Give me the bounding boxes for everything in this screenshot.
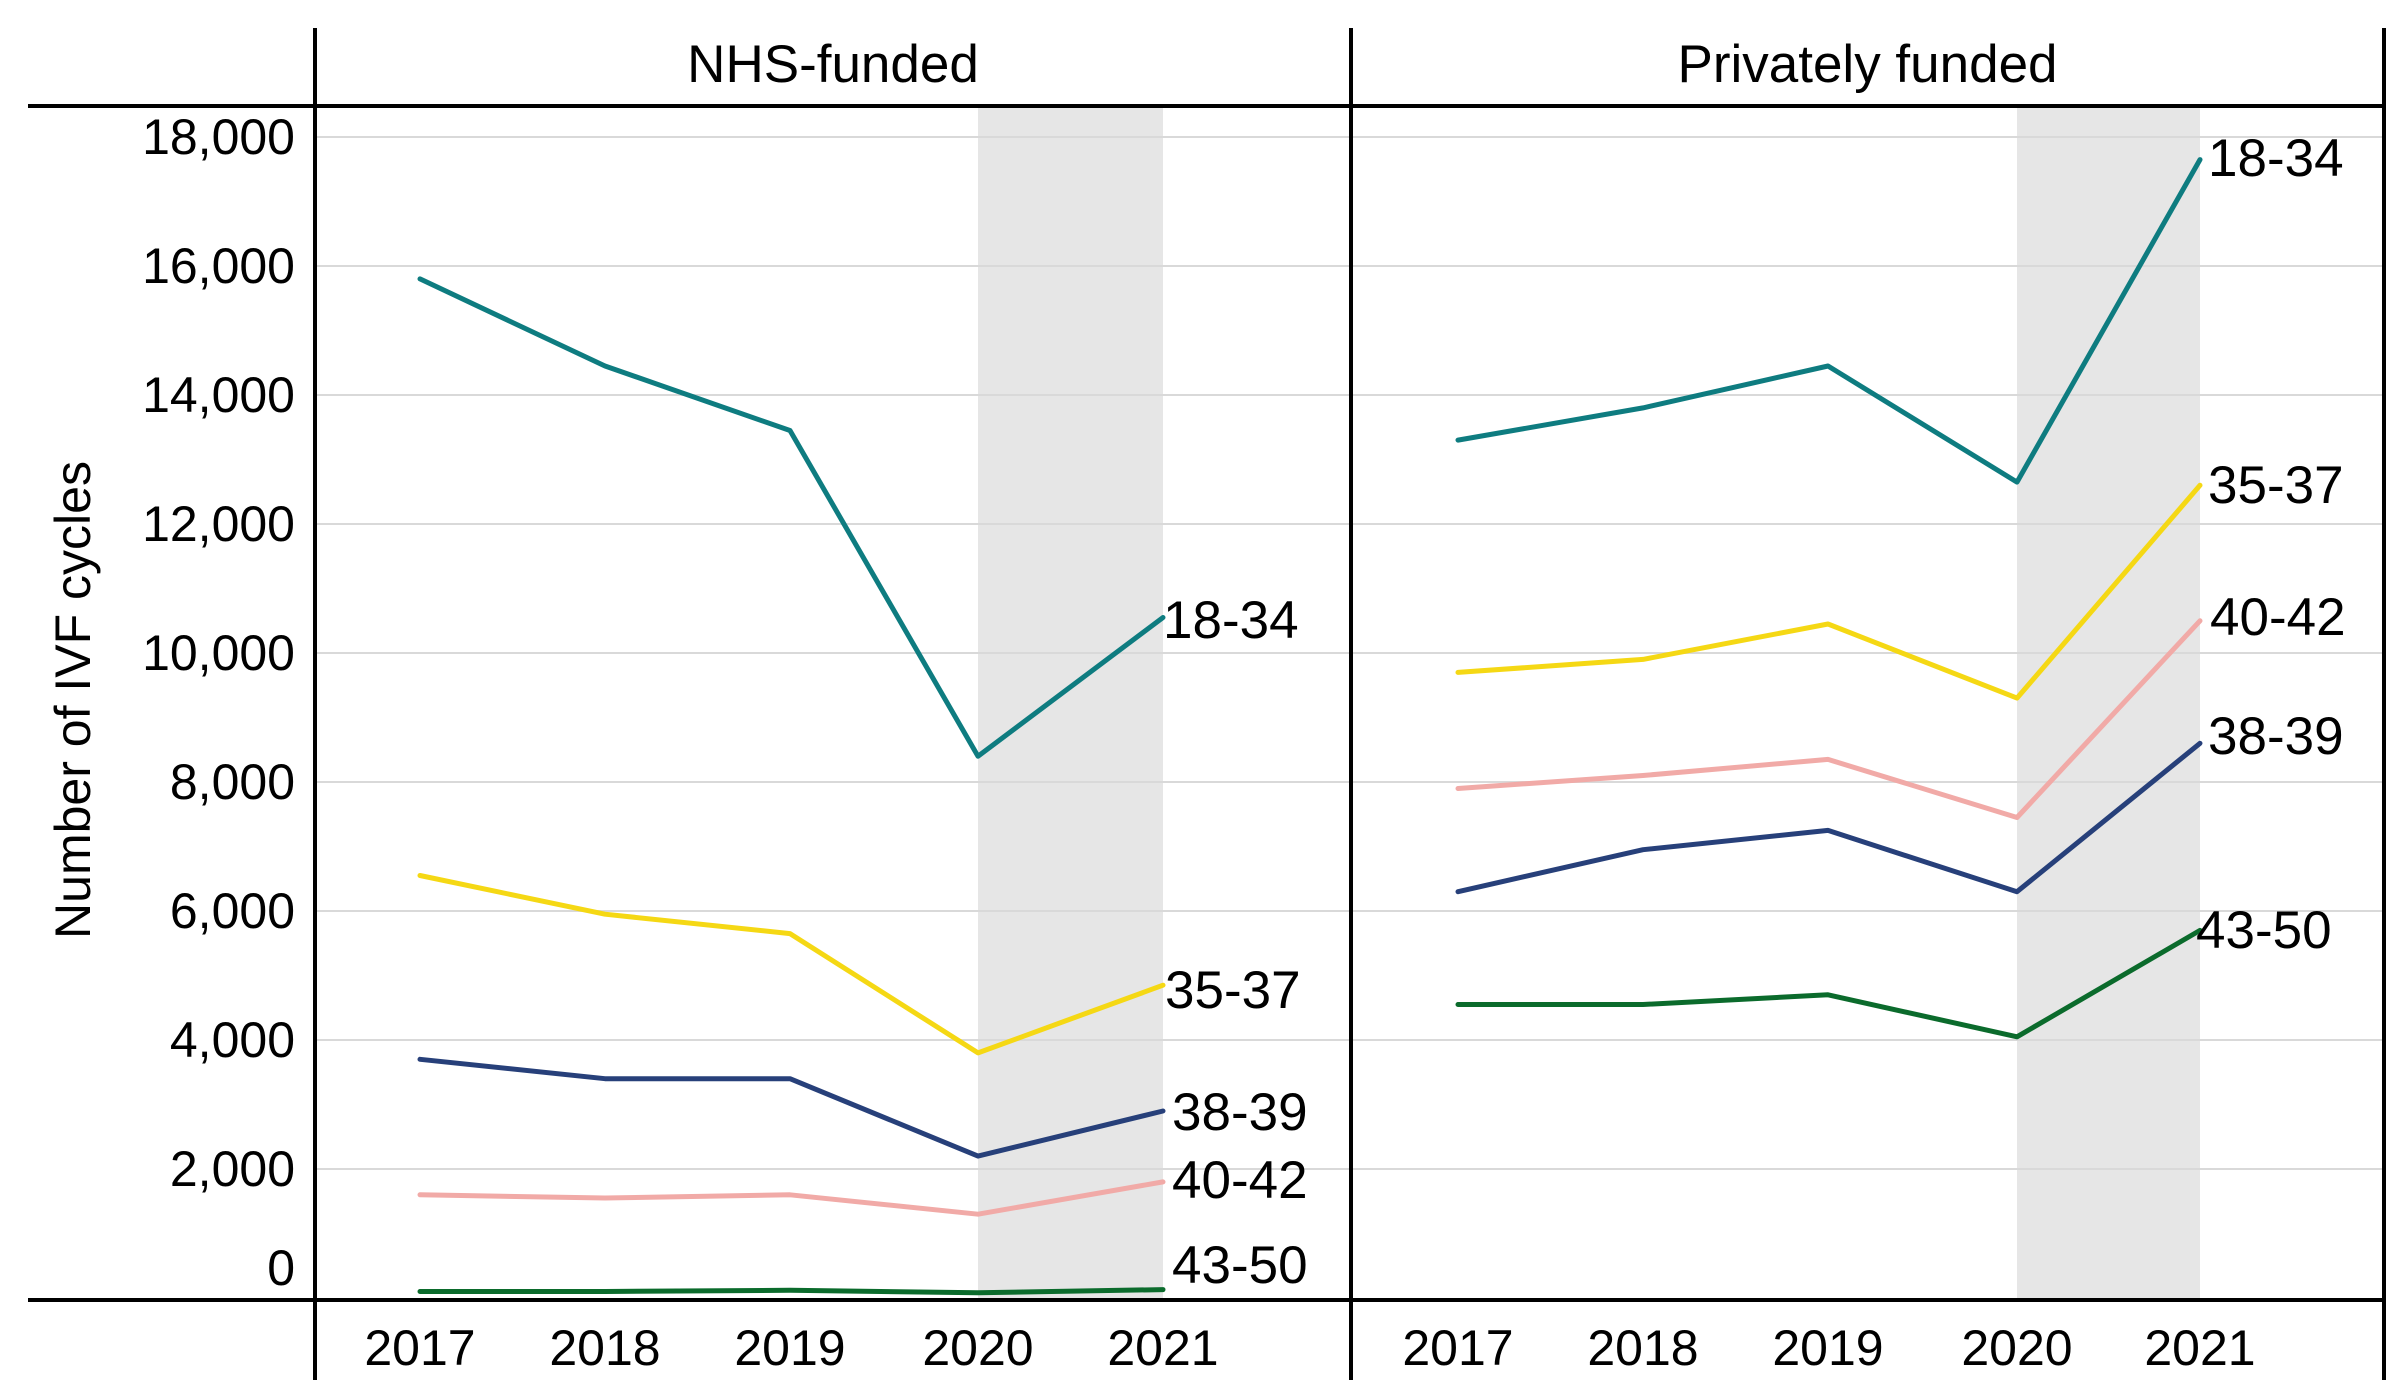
y-tick-label: 10,000 — [142, 625, 295, 681]
y-tick-label: 8,000 — [170, 754, 295, 810]
series-line-40-42 — [1455, 618, 2203, 820]
series-line-18-34 — [417, 276, 1166, 759]
y-tick-label: 16,000 — [142, 238, 295, 294]
panel-title: Privately funded — [1677, 35, 2057, 94]
series-label-18-34: 18-34 — [2208, 129, 2344, 188]
y-tick-label: 18,000 — [142, 109, 295, 165]
y-axis-label: Number of IVF cycles — [45, 461, 101, 939]
series-label-38-39: 38-39 — [2208, 707, 2344, 766]
series-line-40-42 — [417, 1179, 1166, 1217]
y-tick-label: 6,000 — [170, 883, 295, 939]
y-tick-label: 2,000 — [170, 1141, 295, 1197]
y-tick-label: 14,000 — [142, 367, 295, 423]
series-label-35-37: 35-37 — [1165, 961, 1301, 1020]
shaded-period-2 — [2017, 106, 2200, 1300]
y-tick-label: 4,000 — [170, 1012, 295, 1068]
x-tick-label: 2021 — [1107, 1320, 1218, 1376]
x-tick-label: 2019 — [734, 1320, 845, 1376]
shaded-periods — [978, 106, 2200, 1300]
series-line-35-37 — [417, 873, 1166, 1056]
series-label-40-42: 40-42 — [2210, 588, 2346, 647]
series-line-43-50 — [417, 1287, 1166, 1296]
series-label-18-34: 18-34 — [1163, 591, 1299, 650]
series-line-35-37 — [1455, 482, 2203, 701]
chart-frame — [28, 28, 2386, 1380]
series-label-40-42: 40-42 — [1172, 1151, 1308, 1210]
shaded-period-1 — [978, 106, 1163, 1300]
series-line-18-34 — [1455, 157, 2203, 485]
x-tick-label: 2020 — [922, 1320, 1033, 1376]
x-tick-label: 2018 — [549, 1320, 660, 1376]
panel-title: NHS-funded — [687, 35, 979, 94]
series-label-38-39: 38-39 — [1172, 1083, 1308, 1142]
series-line-43-50 — [1455, 927, 2203, 1040]
x-tick-label: 2021 — [2144, 1320, 2255, 1376]
x-tick-label: 2018 — [1587, 1320, 1698, 1376]
y-tick-label: 0 — [267, 1240, 295, 1296]
series-lines — [417, 157, 2203, 1296]
y-tick-label: 12,000 — [142, 496, 295, 552]
series-label-43-50: 43-50 — [2196, 901, 2332, 960]
x-tick-label: 2017 — [1402, 1320, 1513, 1376]
series-label-35-37: 35-37 — [2208, 456, 2344, 515]
gridlines — [315, 136, 2384, 1170]
chart-texts: 0 2,000 4,000 6,000 8,000 10,000 12,000 14,000 1… — [45, 35, 2346, 1376]
series-line-38-39 — [1455, 740, 2203, 895]
x-tick-label: 2017 — [364, 1320, 475, 1376]
series-line-38-39 — [417, 1056, 1166, 1159]
series-label-43-50: 43-50 — [1172, 1236, 1308, 1295]
x-tick-label: 2019 — [1772, 1320, 1883, 1376]
x-tick-label: 2020 — [1961, 1320, 2072, 1376]
